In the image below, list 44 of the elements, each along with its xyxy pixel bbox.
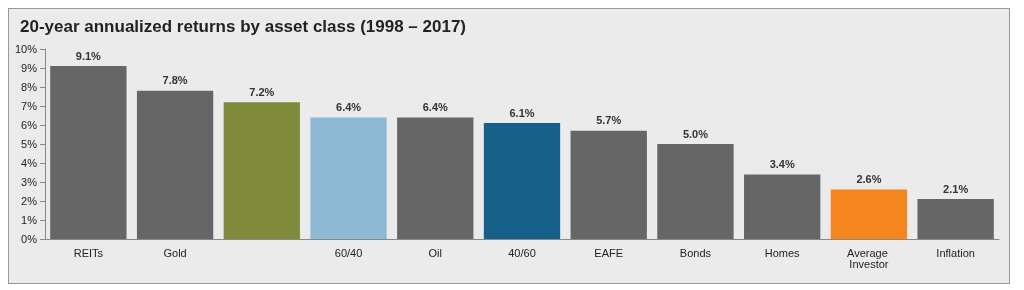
y-tick-label: 8% bbox=[21, 81, 38, 93]
x-tick-label: Oil bbox=[428, 246, 442, 259]
data-label: 6.4% bbox=[422, 100, 449, 113]
chart-title: 20-year annualized returns by asset class (1998 – 2017) bbox=[20, 17, 467, 36]
x-tick-label: Inflation bbox=[936, 246, 975, 259]
data-label: 9.1% bbox=[75, 49, 102, 62]
y-tick-label: 10% bbox=[14, 43, 38, 55]
x-tick-label: Gold bbox=[163, 246, 187, 259]
y-tick-label: 3% bbox=[21, 176, 38, 188]
y-tick-label: 1% bbox=[21, 214, 38, 226]
x-tick-label: 40/60 bbox=[508, 246, 536, 259]
x-tick-label: REITs bbox=[73, 246, 104, 259]
x-tick-label: 60/40 bbox=[334, 246, 363, 259]
bar bbox=[136, 90, 214, 239]
y-tick-label: 2% bbox=[21, 195, 38, 207]
y-tick-label: 6% bbox=[21, 119, 38, 131]
x-tick-label: Bonds bbox=[679, 246, 712, 259]
bar bbox=[223, 102, 300, 239]
bar bbox=[483, 123, 561, 239]
data-label: 2.1% bbox=[943, 182, 969, 195]
data-label: 3.4% bbox=[769, 157, 795, 170]
data-label: 6.4% bbox=[336, 100, 362, 113]
y-tick-label: 9% bbox=[21, 62, 38, 74]
data-label: 7.2% bbox=[249, 85, 275, 98]
bar bbox=[310, 117, 387, 239]
y-tick-label: 5% bbox=[21, 138, 38, 150]
bar bbox=[657, 144, 734, 239]
bar bbox=[917, 199, 994, 239]
data-label: 5.0% bbox=[682, 127, 709, 140]
data-label: 6.1% bbox=[509, 106, 535, 119]
y-tick-label: 7% bbox=[21, 100, 38, 112]
bar bbox=[397, 117, 474, 239]
bar bbox=[744, 174, 821, 239]
bar bbox=[570, 130, 647, 239]
bar bbox=[50, 66, 127, 239]
y-tick-label: 4% bbox=[21, 157, 38, 169]
data-label: 5.7% bbox=[596, 114, 622, 127]
x-tick-label: EAFE bbox=[594, 246, 624, 259]
data-label: 2.6% bbox=[856, 173, 882, 186]
bar bbox=[830, 189, 908, 239]
x-tick-label: Homes bbox=[764, 246, 801, 259]
y-tick-label: 0% bbox=[21, 233, 38, 245]
data-label: 7.8% bbox=[162, 74, 188, 87]
x-tick-label: Average Investor bbox=[847, 246, 891, 270]
